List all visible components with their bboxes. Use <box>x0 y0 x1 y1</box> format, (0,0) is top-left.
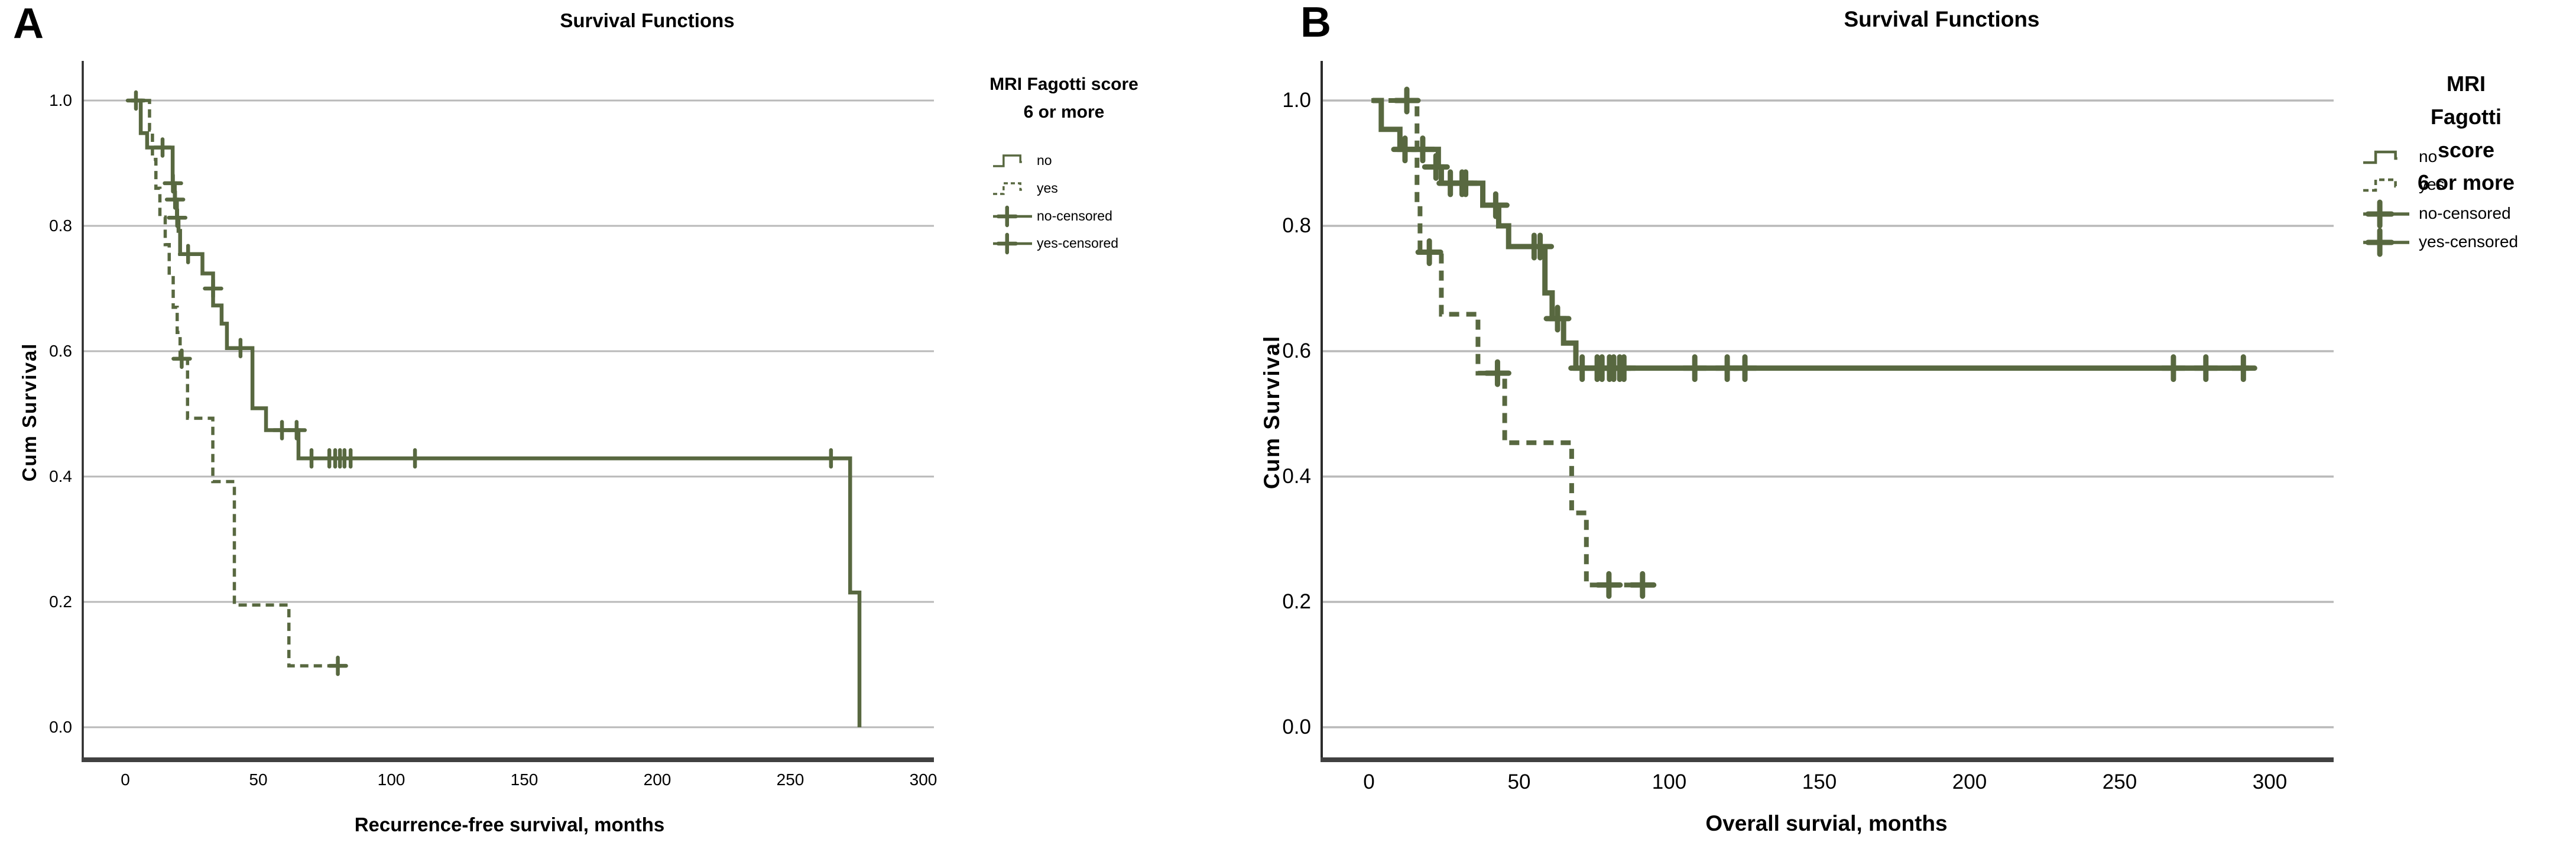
x-tick-label: 100 <box>1652 770 1687 793</box>
censor-mark-no <box>177 244 199 264</box>
censor-mark-no <box>2159 354 2188 383</box>
y-tick-label: 0.0 <box>49 717 72 736</box>
x-tick-label: 300 <box>2252 770 2288 793</box>
y-axis-label: Cum Survival <box>18 342 40 482</box>
censor-mark-no <box>2229 354 2257 383</box>
censor-mark-no <box>164 189 186 210</box>
y-tick-label: 0.2 <box>1282 589 1311 613</box>
y-tick-label: 0.0 <box>1282 715 1311 738</box>
censor-mark-yes <box>1595 571 1623 599</box>
y-tick-label: 0.2 <box>49 592 72 611</box>
legend-item-label: yes-censored <box>1037 235 1119 251</box>
censor-mark-no <box>1526 232 1555 261</box>
censor-mark-no <box>340 448 361 469</box>
x-tick-label: 200 <box>643 770 671 789</box>
km-curve-no <box>131 98 862 727</box>
censor-mark-no <box>404 448 426 469</box>
y-tick-label: 0.4 <box>49 467 72 485</box>
x-tick-label: 50 <box>1507 770 1531 793</box>
x-tick-label: 200 <box>1952 770 1987 793</box>
x-axis-label: Recurrence-free survival, months <box>354 814 665 835</box>
x-tick-label: 150 <box>510 770 538 789</box>
legend-swatch-plus-icon <box>2365 199 2395 229</box>
x-tick-label: 250 <box>776 770 804 789</box>
legend-item-label: no <box>2419 147 2438 166</box>
km-curve-no <box>1373 98 2249 371</box>
censor-mark-no <box>1731 354 1759 383</box>
km-curve-yes <box>1371 98 1652 588</box>
legend-swatch-step-icon <box>993 182 1022 195</box>
y-tick-label: 0.8 <box>49 216 72 235</box>
y-tick-label: 1.0 <box>1282 88 1311 112</box>
censor-mark-no <box>2192 354 2220 383</box>
censor-mark-no <box>1409 135 1437 164</box>
censor-mark-no <box>1452 169 1480 197</box>
x-tick-label: 150 <box>1802 770 1837 793</box>
panel-letter: A <box>13 0 44 47</box>
x-tick-label: 50 <box>249 770 268 789</box>
panel-letter: B <box>1300 0 1331 46</box>
x-tick-label: 300 <box>909 770 937 789</box>
censor-mark-no <box>152 137 173 158</box>
legend-swatch-plus-icon <box>996 232 1018 255</box>
x-tick-label: 100 <box>377 770 405 789</box>
x-axis-label: Overall survial, months <box>1705 811 1948 835</box>
chart-title: Survival Functions <box>1844 7 2040 31</box>
legend-swatch-step-icon <box>993 154 1022 167</box>
censor-mark-no <box>1422 153 1450 181</box>
censor-mark-no <box>203 278 223 299</box>
legend-swatch-plus-icon <box>996 205 1018 228</box>
legend-item-label: no-censored <box>2419 203 2511 222</box>
legend-item-label: no <box>1037 152 1052 168</box>
censor-mark-yes <box>327 655 348 676</box>
legend-title: MRI Fagotti score 6 or more <box>2417 72 2515 195</box>
censor-mark-no <box>125 90 147 111</box>
y-tick-label: 1.0 <box>49 90 72 109</box>
censor-mark-no <box>1481 191 1510 219</box>
censor-mark-yes <box>171 348 192 369</box>
x-tick-label: 0 <box>1363 770 1375 793</box>
censor-mark-no <box>167 207 187 228</box>
legend-item-label: yes <box>1037 180 1058 196</box>
censor-mark-no <box>1680 354 1709 383</box>
legend-item-label: no-censored <box>1037 208 1112 223</box>
legend-swatch-plus-icon <box>2365 228 2395 257</box>
censor-mark-yes <box>1415 238 1443 267</box>
censor-mark-no <box>820 448 842 469</box>
censor-mark-no <box>163 173 183 194</box>
legend-item-label: yes-censored <box>2419 232 2519 251</box>
legend-title: MRI Fagotti score 6 or more <box>989 74 1138 122</box>
censor-mark-no <box>301 448 322 469</box>
x-tick-label: 0 <box>121 770 130 789</box>
chart-title: Survival Functions <box>560 9 735 31</box>
legend-swatch-step-icon <box>2363 150 2397 164</box>
y-tick-label: 0.6 <box>1282 339 1311 362</box>
x-tick-label: 250 <box>2102 770 2137 793</box>
censor-mark-yes <box>1628 571 1657 599</box>
km-curve-yes <box>144 99 340 668</box>
legend-item-label: yes <box>2419 174 2445 193</box>
legend-swatch-step-icon <box>2363 178 2397 192</box>
censor-mark-no <box>230 338 251 358</box>
censor-mark-no <box>286 420 307 440</box>
censor-mark-no <box>1543 304 1572 333</box>
y-tick-label: 0.6 <box>49 341 72 360</box>
censor-mark-yes <box>1483 359 1511 387</box>
censor-mark-yes <box>1393 86 1421 115</box>
y-tick-label: 0.4 <box>1282 464 1311 488</box>
y-tick-label: 0.8 <box>1282 213 1311 237</box>
censor-mark-no <box>1610 354 1638 383</box>
